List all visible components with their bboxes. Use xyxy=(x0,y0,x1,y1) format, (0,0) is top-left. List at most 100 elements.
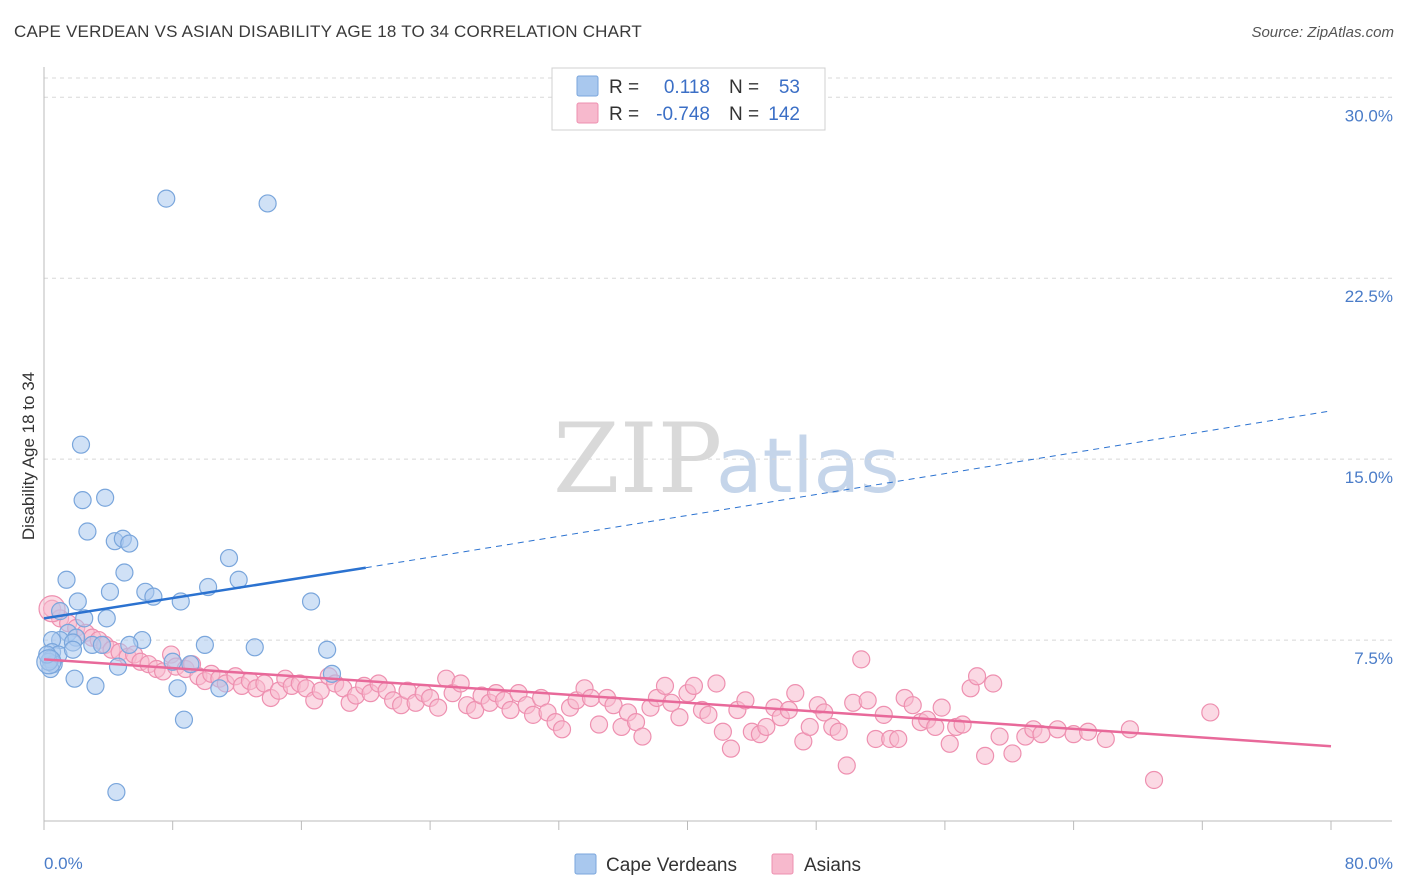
cape-verdean-point xyxy=(97,609,116,628)
cape-verdean-point xyxy=(120,534,139,553)
asian-point xyxy=(1120,720,1140,739)
y-tick-labels: 7.5% 15.0% 22.5% 30.0% xyxy=(1345,106,1393,668)
cape-verdean-point xyxy=(318,640,337,659)
asian-point xyxy=(707,674,726,693)
cape-verdean-point xyxy=(219,548,239,568)
asian-point xyxy=(757,717,776,737)
asian-point xyxy=(552,720,572,739)
asian-point xyxy=(721,739,741,758)
asian-point xyxy=(736,691,755,710)
cape-verdean-point xyxy=(210,679,229,698)
trend-lines xyxy=(43,410,1332,748)
asian-point xyxy=(990,727,1009,746)
cape-verdean-point xyxy=(108,657,128,676)
legend-swatch-pink xyxy=(576,102,599,124)
y-tick-label: 7.5% xyxy=(1354,649,1393,668)
asian-point xyxy=(1003,744,1022,763)
asian-point xyxy=(1096,729,1115,749)
legend-n-value-2: 142 xyxy=(768,104,800,125)
cape-verdean-point xyxy=(245,638,264,657)
asian-point xyxy=(451,674,470,693)
cape-verdean-point xyxy=(86,676,105,696)
asian-point xyxy=(581,688,601,708)
cape-verdean-point xyxy=(168,679,187,698)
legend-n-label-2: N = xyxy=(729,104,759,125)
asians-points xyxy=(38,595,1220,790)
asian-point xyxy=(967,667,987,686)
asian-point xyxy=(932,698,951,717)
cape-verdean-point xyxy=(96,488,115,507)
legend-r-value-1: 0.118 xyxy=(664,77,710,98)
legend-r-label-1: R = xyxy=(609,77,639,98)
legend-n-value-1: 53 xyxy=(779,77,800,98)
asian-point xyxy=(429,698,448,717)
asian-point xyxy=(889,729,908,749)
legend-bottom: Cape Verdeans Asians xyxy=(574,853,861,876)
cape-verdean-point xyxy=(301,592,321,611)
legend-swatch-blue xyxy=(576,75,599,97)
cape-verdean-point xyxy=(163,652,182,671)
asian-point xyxy=(953,715,972,734)
cape-verdean-point xyxy=(71,435,91,454)
cape-verdean-point xyxy=(174,710,194,729)
chart-title: CAPE VERDEAN VS ASIAN DISABILITY AGE 18 … xyxy=(14,22,642,41)
cape-verdean-point xyxy=(258,194,277,213)
legend-r-label-2: R = xyxy=(609,104,639,125)
legend-bottom-label-asians: Asians xyxy=(804,855,861,876)
cape-verdean-point xyxy=(68,592,87,611)
cape-verdean-point xyxy=(65,669,84,688)
cape-verdean-point xyxy=(100,582,120,601)
asian-point xyxy=(786,684,805,703)
asian-point xyxy=(1144,770,1164,790)
asian-point xyxy=(940,734,959,753)
axes xyxy=(43,67,1392,830)
asian-point xyxy=(976,746,995,765)
asian-point xyxy=(829,722,848,741)
cape-verdean-point xyxy=(120,635,139,654)
cape-verdean-point xyxy=(73,491,92,510)
grid-lines xyxy=(44,77,1392,641)
cape-verdeans-points xyxy=(36,189,342,802)
legend-bottom-swatch-blue xyxy=(574,853,597,875)
cape-verdean-point xyxy=(157,189,176,208)
asian-point xyxy=(852,650,871,669)
cape-verdean-point xyxy=(92,635,112,654)
asian-point xyxy=(699,705,718,724)
asian-point xyxy=(903,696,922,715)
cape-verdeans-trend-solid xyxy=(43,566,366,620)
asian-point xyxy=(670,708,689,727)
y-tick-label: 22.5% xyxy=(1345,287,1393,306)
source-label: Source: ZipAtlas.com xyxy=(1251,24,1394,41)
asian-point xyxy=(633,727,652,746)
legend-bottom-swatch-pink xyxy=(771,853,794,875)
asian-point xyxy=(501,700,520,720)
asian-point xyxy=(589,715,609,734)
y-tick-label: 15.0% xyxy=(1345,468,1393,487)
asian-point xyxy=(684,676,704,696)
legend-n-label-1: N = xyxy=(729,77,759,98)
asian-point xyxy=(800,717,819,737)
cape-verdean-point-large xyxy=(36,649,62,675)
asian-point xyxy=(1201,703,1220,722)
cape-verdean-point xyxy=(115,563,134,582)
asians-trend xyxy=(43,658,1332,748)
asian-point xyxy=(984,674,1003,693)
asian-point xyxy=(311,681,330,700)
cape-verdean-point xyxy=(75,609,94,628)
x-tick-min: 0.0% xyxy=(44,854,83,873)
legend-top: R = 0.118 N = 53 R = -0.748 N = 142 xyxy=(551,67,826,131)
cape-verdean-point xyxy=(63,640,83,659)
y-axis-label: Disability Age 18 to 34 xyxy=(19,372,38,540)
cape-verdean-point xyxy=(195,635,214,654)
cape-verdean-point xyxy=(57,570,76,589)
asian-point xyxy=(1078,722,1098,741)
cape-verdean-point xyxy=(78,522,97,541)
legend-r-value-2: -0.748 xyxy=(656,104,710,125)
asian-point xyxy=(837,756,856,775)
asian-point xyxy=(713,722,732,741)
cape-verdeans-trend-dashed xyxy=(365,410,1332,569)
legend-bottom-label-cape-verdeans: Cape Verdeans xyxy=(606,855,737,876)
cape-verdean-point xyxy=(107,782,126,802)
asian-point xyxy=(655,676,675,696)
